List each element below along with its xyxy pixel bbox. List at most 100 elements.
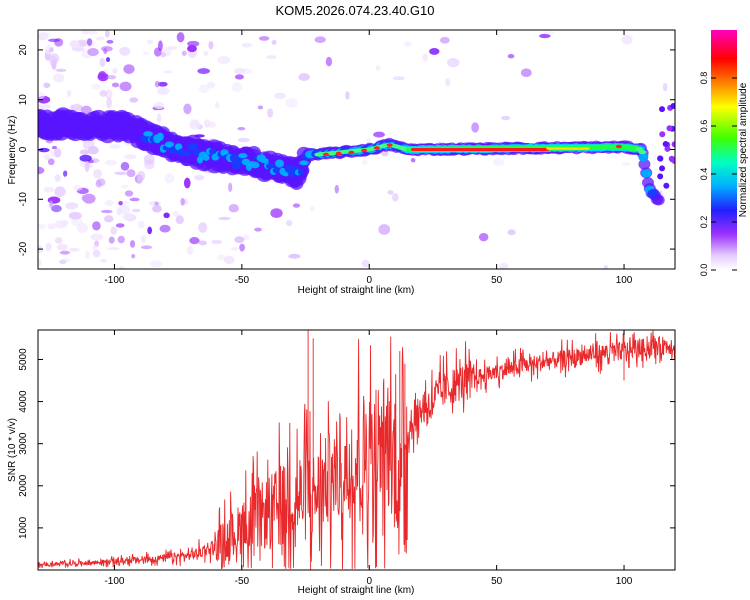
noise-blob <box>144 159 155 170</box>
noise-blob <box>54 174 61 182</box>
noise-blob <box>118 266 125 269</box>
noise-blob <box>91 83 102 91</box>
ridge-blob <box>638 158 651 170</box>
ridge-blob <box>659 131 666 138</box>
noise-blob <box>621 162 632 166</box>
noise-blob <box>194 174 205 181</box>
noise-blob <box>51 204 62 213</box>
noise-blob <box>243 234 250 241</box>
noise-blob <box>87 47 99 56</box>
noise-blob <box>429 47 440 55</box>
noise-blob <box>208 41 214 50</box>
snr-series-line <box>38 330 675 570</box>
colorbar-tick-label: 0.6 <box>699 120 709 133</box>
x-tick-label: -100 <box>104 275 124 286</box>
noise-blob <box>150 260 163 268</box>
noise-blob <box>103 215 114 223</box>
ridge-blob <box>670 102 675 109</box>
noise-blob <box>216 254 226 261</box>
noise-blob <box>237 137 250 143</box>
y-tick-label: 5000 <box>18 348 29 371</box>
noise-blob <box>387 190 394 195</box>
noise-blob <box>38 258 42 267</box>
x-tick-label: 100 <box>616 275 633 286</box>
noise-blob <box>175 215 184 225</box>
noise-blob <box>119 81 132 92</box>
ridge-core <box>140 134 150 143</box>
noise-blob <box>234 74 244 80</box>
noise-blob <box>157 87 170 95</box>
noise-blob <box>410 157 416 163</box>
noise-blob <box>373 131 385 138</box>
ridge-blob <box>657 173 664 180</box>
noise-blob <box>124 190 134 197</box>
noise-blob <box>69 40 80 49</box>
noise-blob <box>59 259 67 264</box>
noise-blob <box>233 68 246 74</box>
ridge-core <box>259 157 269 164</box>
ridge-blob <box>663 182 670 189</box>
noise-blob <box>129 197 140 202</box>
noise-blob <box>156 113 162 123</box>
y-tick-label: -20 <box>18 241 29 256</box>
noise-blob <box>288 253 301 259</box>
noise-blob <box>123 64 135 74</box>
x-tick-label: -100 <box>104 576 124 587</box>
noise-blob <box>38 166 45 175</box>
ridge-core <box>238 153 248 159</box>
noise-blob <box>203 50 209 56</box>
y-tick-label: 2000 <box>18 474 29 497</box>
noise-blob <box>106 247 120 251</box>
ridge-core <box>164 141 175 148</box>
noise-blob <box>189 237 200 245</box>
ridge-peak <box>638 150 647 155</box>
ridge-blob <box>664 145 671 152</box>
x-tick-label: 0 <box>366 576 372 587</box>
noise-blob <box>345 90 350 100</box>
ridge-blob <box>662 141 669 148</box>
y-tick-label: 4000 <box>18 390 29 413</box>
noise-blob <box>404 41 412 48</box>
noise-blob <box>271 39 277 45</box>
noise-blob <box>478 232 489 242</box>
spectrogram-xlabel: Height of straight line (km) <box>298 285 415 296</box>
noise-blob <box>117 235 125 244</box>
noise-blob <box>285 98 298 108</box>
noise-blob <box>92 244 98 251</box>
ridge-max-spot <box>615 144 622 149</box>
noise-blob <box>59 250 71 255</box>
noise-blob <box>198 240 207 246</box>
noise-blob <box>361 259 370 268</box>
snr-panel: -100 -50 0 50 100 1000 2000 3000 4000 5000 Height… <box>7 329 676 596</box>
noise-blob <box>44 154 51 161</box>
ridge-blob <box>657 155 664 162</box>
ridge-core <box>275 159 285 168</box>
noise-blob <box>375 65 381 72</box>
ridge-core <box>156 132 164 141</box>
noise-blob <box>239 243 245 252</box>
noise-blob <box>100 209 113 214</box>
y-tick-label: 20 <box>18 44 29 56</box>
noise-blob <box>120 161 130 171</box>
noise-blob <box>187 44 197 53</box>
noise-blob <box>106 39 114 44</box>
noise-blob <box>198 84 210 94</box>
noise-blob <box>507 229 516 236</box>
noise-blob <box>499 262 509 269</box>
y-tick-label: 3000 <box>18 432 29 455</box>
noise-blob <box>140 245 153 250</box>
noise-blob <box>103 47 108 55</box>
spectrogram-ylabel: Frequency (Hz) <box>7 116 18 185</box>
noise-blob <box>93 169 103 179</box>
noise-blob <box>86 30 99 35</box>
noise-blob <box>38 91 46 100</box>
noise-blob <box>204 119 211 128</box>
noise-blob <box>228 204 239 213</box>
noise-blob <box>446 57 460 68</box>
ridge-peak <box>635 147 644 152</box>
noise-blob <box>142 51 150 56</box>
noise-blob <box>137 220 145 229</box>
noise-blob <box>45 242 52 252</box>
noise-blob <box>136 175 143 185</box>
